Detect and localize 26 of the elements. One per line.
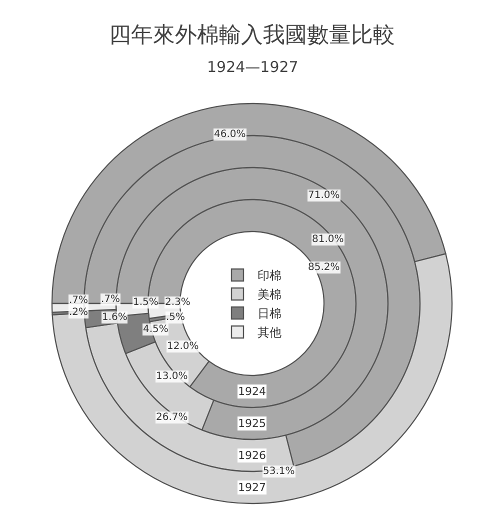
- slice-label: 1926: [238, 449, 266, 462]
- data-label: .5%: [166, 312, 186, 323]
- data-label: 1.6%: [102, 312, 128, 323]
- slice-label: 1924: [238, 385, 266, 398]
- data-label: 12.0%: [167, 341, 199, 352]
- data-label: 71.0%: [308, 190, 340, 201]
- chart-title: 四年來外棉輸入我國數量比較: [109, 22, 395, 48]
- legend-label: 美棉: [258, 288, 282, 302]
- data-label: .2%: [69, 307, 88, 318]
- slice-label: 1927: [238, 481, 266, 494]
- data-label: 53.1%: [263, 466, 295, 477]
- data-label: 26.7%: [156, 412, 188, 423]
- legend-label: 其他: [258, 326, 282, 340]
- data-label: 13.0%: [156, 371, 188, 382]
- data-label: 85.2%: [308, 262, 340, 273]
- data-label: 2.3%: [165, 297, 190, 308]
- data-label: 4.5%: [143, 324, 168, 335]
- data-label: 46.0%: [214, 129, 246, 140]
- data-label: .7%: [101, 294, 120, 305]
- slice-label: 1925: [238, 417, 266, 430]
- legend-label: 日棉: [258, 306, 282, 321]
- data-label: 1.5%: [133, 297, 158, 308]
- legend-label: 印棉: [258, 268, 282, 283]
- chart-subtitle: 1924—1927: [207, 58, 298, 76]
- data-label: 81.0%: [312, 234, 344, 245]
- data-label: .7%: [69, 295, 88, 306]
